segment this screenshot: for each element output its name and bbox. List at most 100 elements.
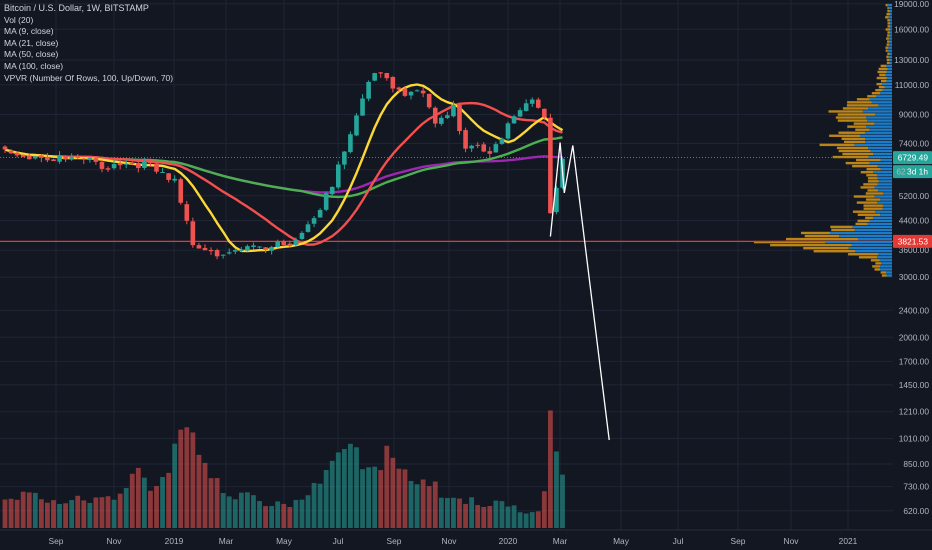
vpvr-bar-up (884, 85, 892, 89)
volume-bar (14, 499, 20, 528)
vpvr-bar-down (831, 228, 855, 232)
vpvr-bar-down (856, 98, 870, 101)
indicator-volume[interactable]: Vol (20) (4, 14, 34, 25)
vpvr-bar-down (887, 22, 891, 25)
vpvr-bar-down (885, 46, 889, 49)
price-tick-label: 1450.00 (899, 380, 930, 390)
vpvr-bar-up (889, 43, 892, 46)
vpvr-bar-up (877, 164, 892, 168)
volume-bar (81, 500, 87, 528)
candle-body (463, 130, 468, 149)
time-tick-label: Nov (784, 536, 800, 546)
projection-drawing[interactable] (549, 142, 610, 441)
indicator-ma50[interactable]: MA (50, close) (4, 49, 59, 60)
vpvr-bar-down (887, 52, 890, 55)
candle-body (481, 144, 487, 152)
candle-body (493, 144, 499, 153)
vpvr-bar-up (865, 140, 892, 144)
vpvr-bar-up (890, 19, 892, 22)
candle-body (499, 138, 505, 144)
candle-body (384, 73, 390, 79)
vpvr-bar-down (832, 155, 869, 159)
volume-bar (232, 499, 238, 528)
volume-bar (208, 478, 214, 528)
candle-body (172, 178, 177, 181)
vpvr-bar-down (872, 265, 880, 268)
volume-bar (26, 492, 32, 528)
candle-body (420, 90, 426, 94)
volume-bar (548, 410, 553, 528)
vpvr-bar-down (886, 58, 890, 62)
vpvr-bar-up (883, 192, 892, 195)
vpvr-bar-up (877, 183, 892, 186)
vpvr-bar-down (813, 250, 856, 253)
volume-bars (2, 410, 565, 528)
time-tick-label: Jul (333, 536, 344, 546)
candle-body (475, 144, 480, 146)
symbol-title[interactable]: Bitcoin / U.S. Dollar, 1W, BITSTAMP (4, 3, 149, 13)
vpvr-bar-down (819, 143, 855, 147)
vpvr-bar-down (837, 119, 868, 122)
time-tick-label: Jul (673, 536, 684, 546)
vpvr-bar-down (886, 55, 889, 58)
time-tick-label: Nov (442, 536, 458, 546)
volume-bar (69, 500, 75, 528)
price-tick-label: 850.00 (903, 459, 929, 469)
indicator-vpvr[interactable]: VPVR (Number Of Rows, 100, Up/Down, 70) (4, 72, 174, 83)
vpvr-bar-down (865, 192, 884, 195)
vpvr-bar-down (852, 210, 875, 213)
candle-body (81, 158, 87, 160)
candle-body (299, 232, 305, 239)
vpvr-bar-up (839, 234, 892, 238)
vpvr-bar-up (869, 98, 892, 101)
vpvr-bar-up (886, 271, 892, 274)
indicator-ma100[interactable]: MA (100, close) (4, 60, 64, 71)
volume-bar (220, 493, 226, 528)
volume-bar (451, 497, 456, 528)
volume-bar (184, 427, 190, 528)
candle-body (439, 117, 444, 124)
candle-body (245, 246, 250, 251)
drawing-path[interactable] (549, 142, 610, 441)
price-axis[interactable]: 19000.00 16000.00 13000.00 11000.00 9000.00 7… (894, 0, 929, 516)
vpvr-bar-down (830, 225, 853, 229)
volume-bar (38, 499, 44, 528)
candle-body (554, 187, 559, 213)
vpvr-bar-up (874, 122, 892, 125)
vpvr-bar-down (848, 253, 879, 256)
candle-body (142, 161, 147, 168)
volume-bar (87, 502, 93, 528)
vpvr-bar-up (889, 61, 892, 65)
vpvr-bar-down (853, 195, 875, 198)
indicator-ma21[interactable]: MA (21, close) (4, 37, 59, 48)
vpvr-bar-up (878, 253, 892, 256)
vpvr-bar-down (855, 222, 868, 226)
vpvr-bar-up (880, 268, 892, 271)
price-tick-label: 2400.00 (899, 305, 930, 315)
candle-body (123, 163, 129, 165)
vpvr-bar-up (868, 155, 892, 159)
indicator-ma9[interactable]: MA (9, close) (4, 26, 54, 37)
volume-profile (753, 3, 892, 277)
vpvr-bar-up (889, 40, 892, 43)
vpvr-bar-down (836, 146, 869, 150)
horizontal-line[interactable] (0, 157, 893, 242)
candle-body (378, 72, 384, 74)
volume-bar (305, 495, 311, 528)
volume-bar (172, 443, 178, 528)
vpvr-bar-down (838, 131, 866, 134)
candle-body (75, 156, 81, 158)
vpvr-bar-up (866, 125, 892, 128)
vpvr-bar-up (878, 104, 892, 107)
vpvr-bar-up (869, 128, 892, 131)
volume-bar (63, 503, 68, 528)
vpvr-bar-down (843, 140, 866, 144)
vpvr-bar-down (846, 104, 879, 107)
volume-bar (154, 486, 159, 528)
time-axis[interactable]: Sep Nov 2019 Mar May Jul Sep Nov 2020 Mar May Jul Se… (0, 529, 932, 546)
time-tick-label: Nov (107, 536, 123, 546)
vpvr-bar-down (887, 40, 890, 43)
candle-body (8, 150, 14, 154)
vpvr-bar-up (886, 79, 892, 83)
